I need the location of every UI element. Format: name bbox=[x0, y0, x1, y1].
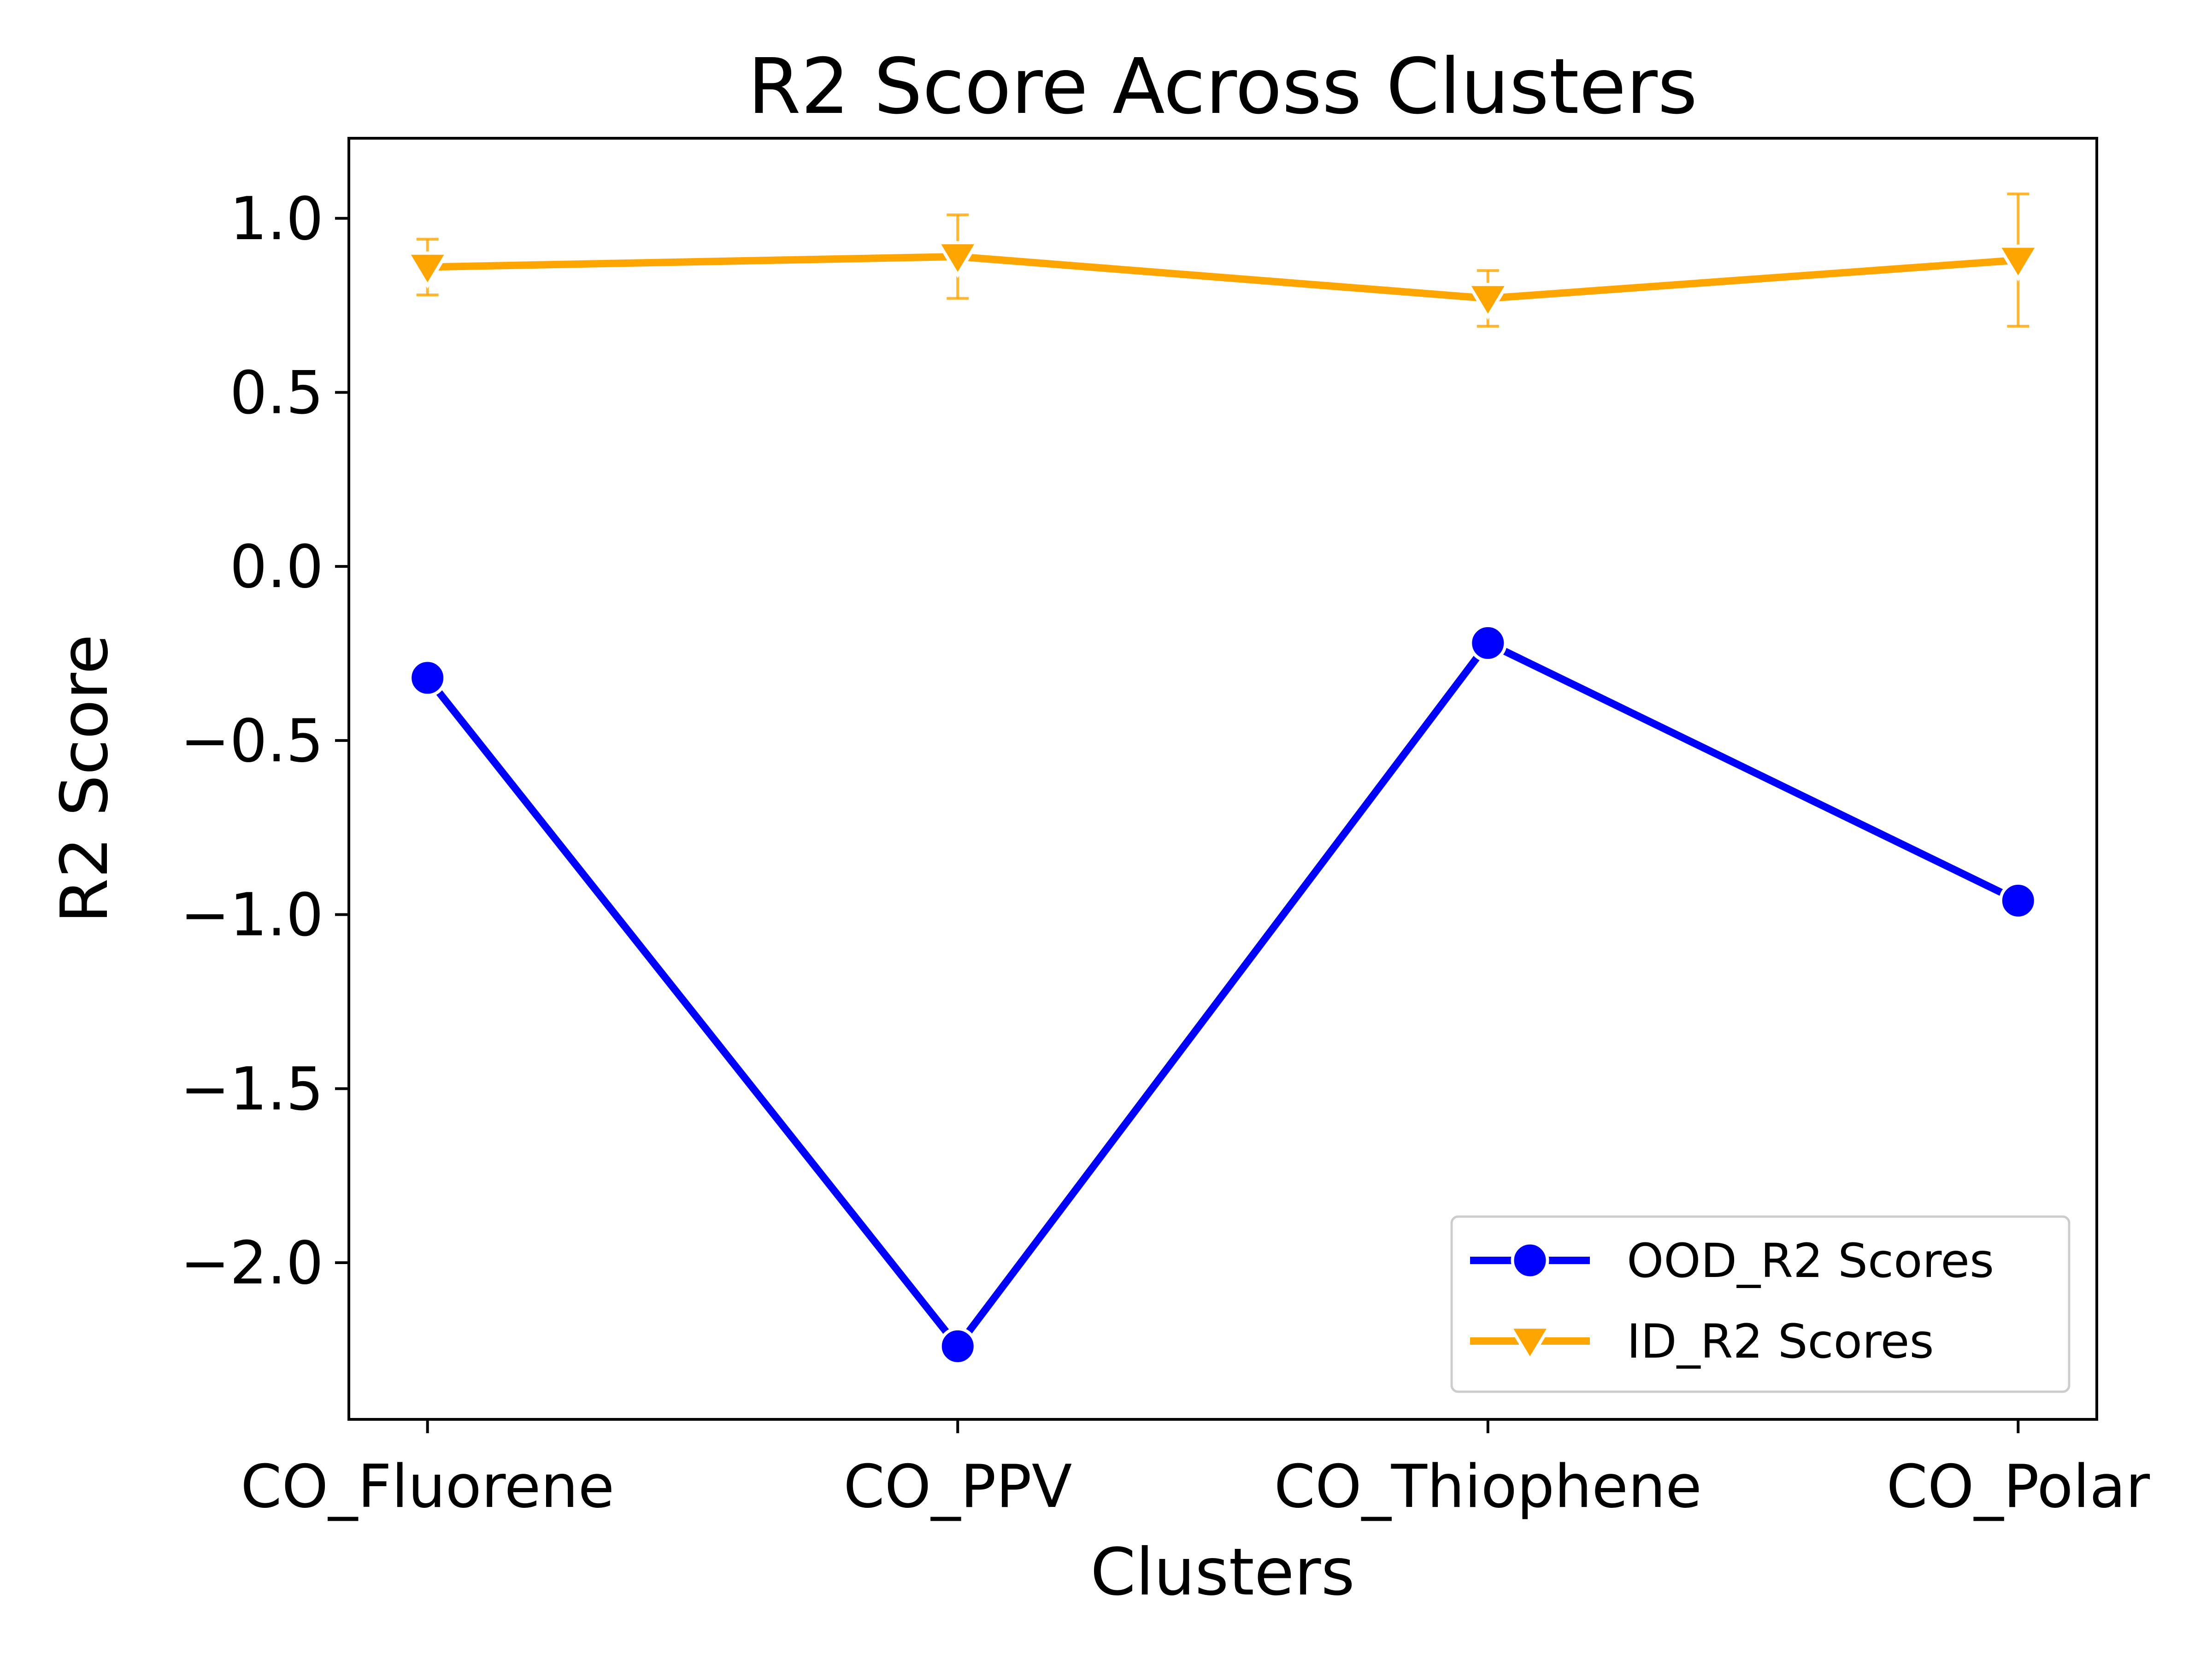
legend-label: OOD_R2 Scores bbox=[1627, 1234, 1994, 1288]
data-point bbox=[1996, 244, 2041, 282]
axes-frame bbox=[347, 137, 2098, 1421]
series-line bbox=[424, 639, 2020, 1350]
data-point bbox=[938, 1327, 977, 1365]
x-axis-label: Clusters bbox=[1090, 1535, 1355, 1610]
series-0 bbox=[408, 624, 2037, 1365]
x-tick-label: CO_Thiophene bbox=[1274, 1453, 1702, 1521]
x-tick-label: CO_PPV bbox=[843, 1453, 1072, 1521]
legend-box bbox=[1450, 1215, 2071, 1393]
y-tick-label: −1.5 bbox=[180, 1055, 324, 1124]
x-tick-label: CO_Polar bbox=[1886, 1453, 2150, 1521]
data-point bbox=[408, 659, 447, 697]
plot-area: 1.0 0.5 0.0 −0.5 −1.0 −1.5 −2.0 CO_Fluorene CO_P… bbox=[180, 185, 2150, 1521]
data-point bbox=[1465, 282, 1510, 320]
data-point bbox=[405, 251, 450, 289]
y-axis-label: R2 Score bbox=[47, 634, 123, 923]
data-point bbox=[935, 241, 980, 278]
x-tick-label: CO_Fluorene bbox=[241, 1453, 614, 1521]
chart-title: R2 Score Across Clusters bbox=[748, 42, 1698, 131]
y-tick-label: 1.0 bbox=[229, 185, 324, 253]
legend-marker bbox=[1511, 1241, 1549, 1280]
legend-marker bbox=[1507, 1325, 1553, 1363]
series-1 bbox=[405, 192, 2041, 328]
y-tick-label: 0.5 bbox=[229, 359, 324, 427]
y-tick-label: −0.5 bbox=[180, 707, 324, 776]
y-tick-label: 0.0 bbox=[229, 533, 324, 601]
legend: OOD_R2 Scores ID_R2 Scores bbox=[1450, 1215, 2071, 1393]
data-point bbox=[1999, 881, 2037, 920]
y-tick-label: −2.0 bbox=[180, 1229, 324, 1298]
data-point bbox=[1469, 624, 1507, 662]
y-tick-label: −1.0 bbox=[180, 881, 324, 950]
series-line bbox=[427, 253, 2018, 302]
legend-label: ID_R2 Scores bbox=[1627, 1314, 1934, 1369]
